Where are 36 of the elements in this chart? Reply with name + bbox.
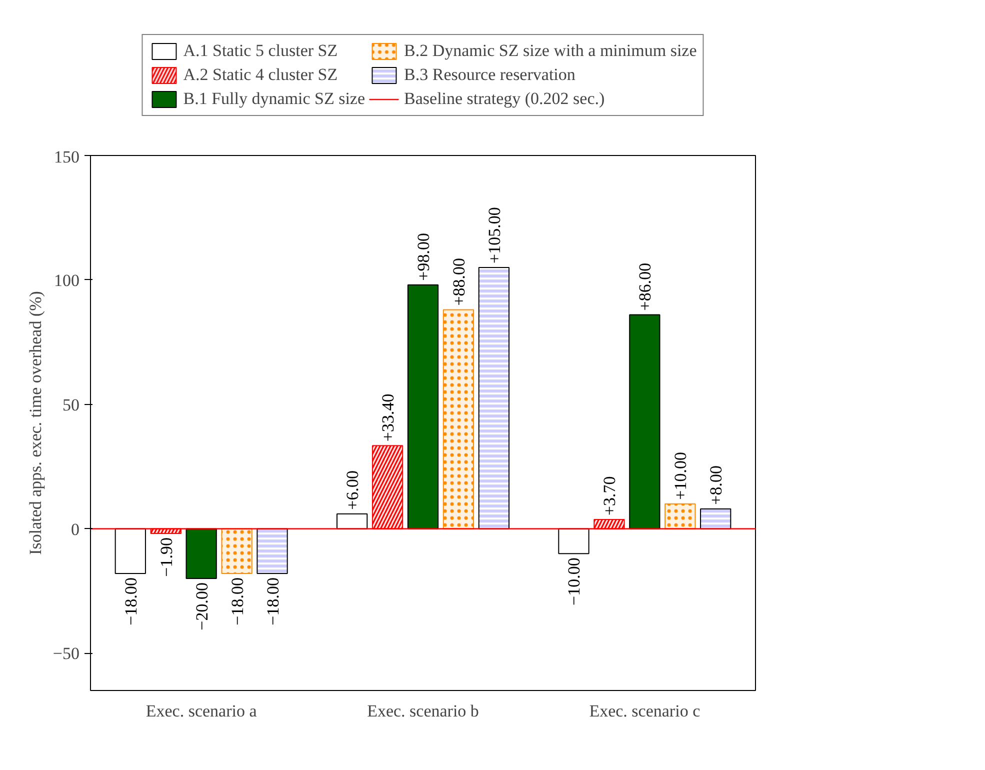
data-label: +8.00	[706, 466, 726, 505]
data-label: −20.00	[192, 582, 212, 630]
data-label: +105.00	[484, 207, 504, 264]
legend-label: Baseline strategy (0.202 sec.)	[404, 89, 605, 109]
data-label: +10.00	[671, 452, 690, 500]
data-label: +86.00	[636, 262, 655, 311]
bar	[558, 528, 590, 554]
bar	[114, 528, 146, 574]
bar	[629, 314, 660, 530]
y-tick-label: 150	[54, 148, 80, 166]
x-tick-label: Exec. scenario c	[589, 702, 701, 720]
y-tick-label: 100	[54, 270, 80, 290]
y-tick-label: −50	[52, 644, 80, 664]
data-label: −10.00	[564, 558, 584, 606]
y-axis-title: Isolated apps. exec. time overhead (%)	[26, 291, 45, 555]
legend-label: B.2 Dynamic SZ size with a minimum size	[404, 41, 697, 61]
legend-label: B.1 Fully dynamic SZ size	[183, 89, 366, 109]
y-tick-label: 0	[71, 520, 80, 539]
data-label: +3.70	[600, 476, 620, 516]
legend-label: A.1 Static 5 cluster SZ	[183, 41, 338, 61]
bar	[186, 528, 217, 580]
legend-label: B.3 Resource reservation	[404, 65, 576, 85]
x-tick-label: Exec. scenario b	[367, 702, 479, 720]
data-label: +33.40	[378, 394, 398, 442]
data-label: −18.00	[263, 578, 282, 626]
data-label: −18.00	[121, 578, 140, 626]
bar	[336, 513, 368, 530]
data-label: +88.00	[449, 258, 468, 306]
data-label: +98.00	[414, 233, 433, 281]
data-label: −18.00	[228, 578, 247, 626]
bar	[407, 284, 439, 530]
data-label: +6.00	[343, 470, 362, 510]
y-tick-label: 50	[62, 395, 80, 414]
legend-label: A.2 Static 4 cluster SZ	[183, 65, 338, 85]
x-tick-label: Exec. scenario a	[146, 702, 258, 720]
data-label: −1.90	[156, 537, 176, 577]
